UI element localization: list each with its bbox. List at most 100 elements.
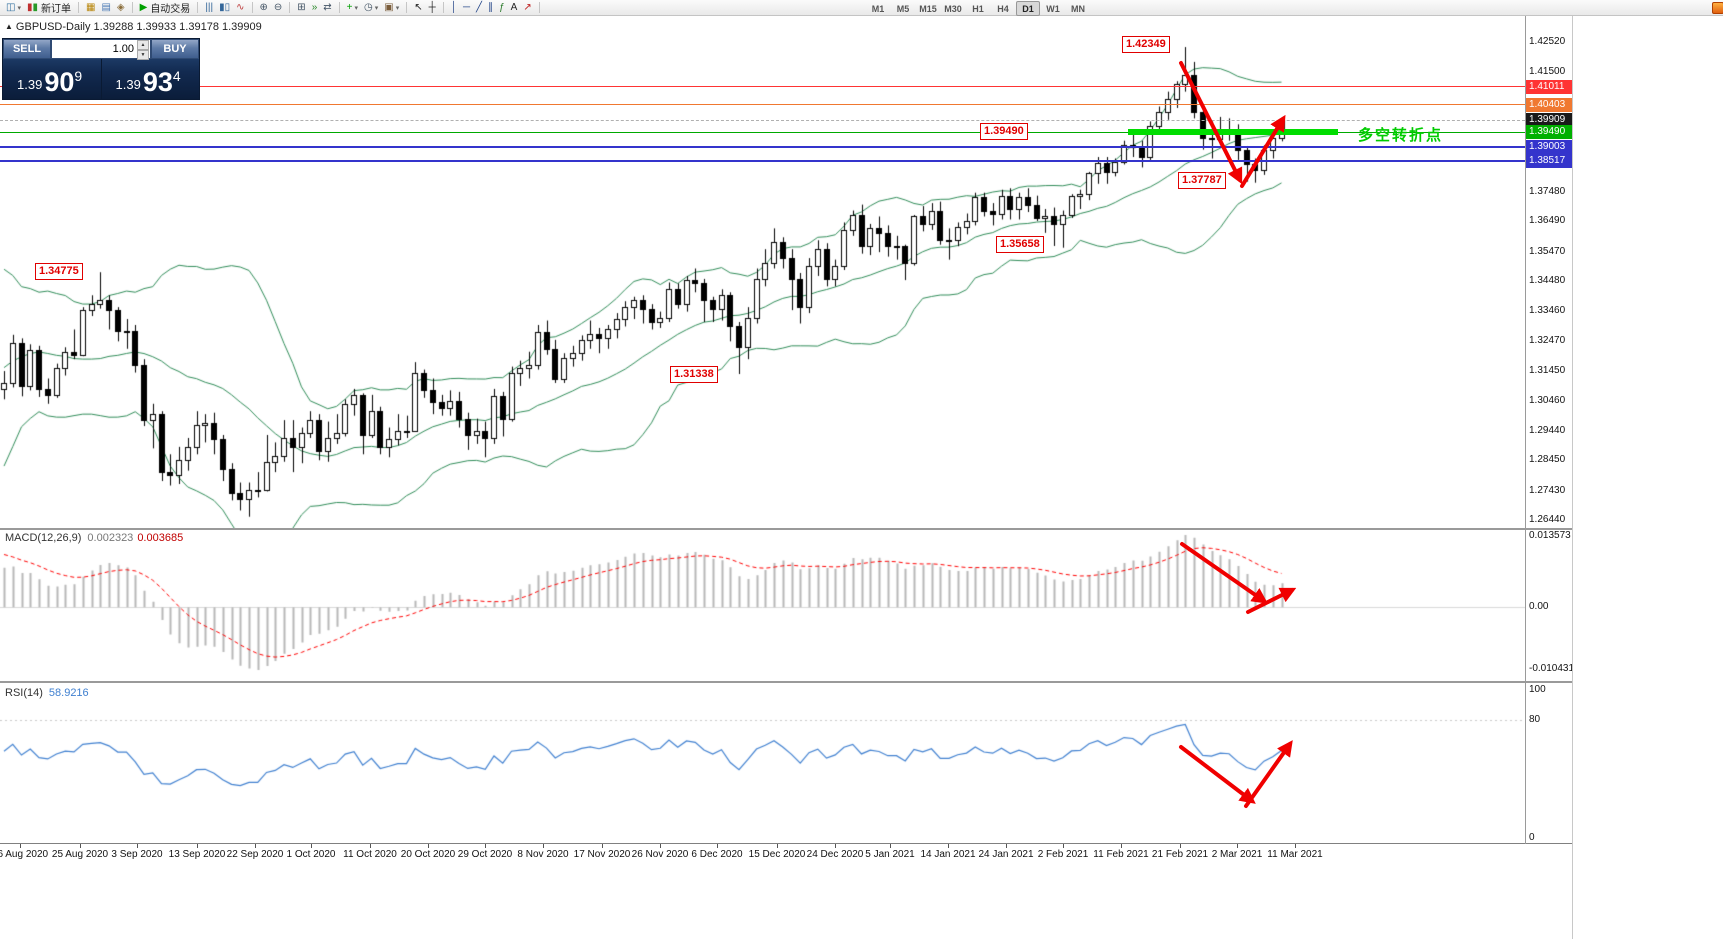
date-label: 2 Mar 2021 (1211, 849, 1263, 860)
timeframe-button-MN[interactable]: MN (1071, 3, 1085, 14)
new-order-button[interactable]: ▮▮ 新订单 (25, 1, 73, 16)
toolbar-separator (131, 2, 133, 13)
autotrading-button[interactable]: ▶ 自动交易 (138, 1, 193, 16)
main-chart-canvas[interactable] (0, 16, 1525, 528)
navigator-button[interactable]: ◈ (115, 1, 127, 14)
horizontal-line-button[interactable]: ─ (461, 1, 472, 14)
date-label: 21 Feb 2021 (1151, 849, 1209, 860)
autotrading-button-label: 自动交易 (150, 4, 191, 15)
date-label: 24 Jan 2021 (978, 849, 1034, 860)
chart-caption: ▲ GBPUSD-Daily 1.39288 1.39933 1.39178 1.… (5, 21, 262, 33)
timeframe-button-M5[interactable]: M5 (896, 3, 910, 14)
sell-button[interactable]: SELL (3, 39, 51, 59)
dropdown-arrow-icon: ▾ (17, 4, 21, 12)
timeframe-button-D1[interactable]: D1 (1016, 1, 1040, 16)
empty-right-area (1572, 16, 1723, 939)
ask-price[interactable]: 1.39 93 4 (100, 59, 200, 99)
timeframe-button-M15[interactable]: M15 (919, 3, 937, 14)
date-label: 13 Sep 2020 (168, 849, 226, 860)
pane-separator[interactable] (0, 681, 1572, 683)
zoom-in-button[interactable]: ⊕ (258, 1, 270, 14)
macd-main-value: 0.002323 (87, 532, 134, 544)
bid-price[interactable]: 1.39 90 9 (3, 59, 101, 99)
zoom-out-icon: ⊖ (273, 1, 283, 13)
toolbar-separator (197, 2, 199, 13)
data-window-icon: ▤ (101, 1, 111, 13)
equidistant-channel-icon: ∥ (488, 1, 494, 13)
date-label: 26 Nov 2020 (631, 849, 689, 860)
arrows-button[interactable]: ↗ (521, 1, 533, 14)
timeframe-button-M1[interactable]: M1 (871, 3, 885, 14)
date-label: 5 Jan 2021 (865, 849, 915, 860)
chart-shift-button[interactable]: ⇄ (321, 1, 333, 14)
chart-selector-button[interactable]: ◫ ▾ (4, 1, 23, 14)
time-tick (485, 844, 486, 848)
line-chart-button[interactable]: ∿ (234, 1, 246, 14)
auto-scroll-button[interactable]: » (310, 1, 320, 14)
text-icon: A (510, 1, 518, 13)
ask-prefix: 1.39 (115, 77, 141, 92)
chart-caption-text: GBPUSD-Daily 1.39288 1.39933 1.39178 1.3… (15, 21, 262, 33)
toolbar-overflow-icon[interactable] (1712, 2, 1723, 14)
buy-button[interactable]: BUY (151, 39, 199, 59)
bid-big-digits: 90 (44, 67, 75, 97)
horizontal-line-icon: ─ (462, 1, 471, 13)
date-label: 25 Aug 2020 (51, 849, 109, 860)
periods-button[interactable]: ◷ ▾ (362, 1, 380, 14)
chart-selector-icon: ◫ (6, 1, 16, 13)
zoom-out-button[interactable]: ⊖ (272, 1, 284, 14)
timeframe-button-W1[interactable]: W1 (1046, 3, 1060, 14)
bar-chart-button[interactable]: ||| (203, 1, 215, 14)
time-tick (197, 844, 198, 848)
vertical-line-button[interactable]: │ (449, 1, 459, 14)
periods-icon: ◷ (364, 1, 373, 13)
volume-up-button[interactable]: ▲ (137, 40, 149, 50)
timeframe-button-M30[interactable]: M30 (944, 3, 962, 14)
tile-windows-button[interactable]: ⊞ (295, 1, 307, 14)
toolbar-separator (78, 2, 79, 13)
date-label: 2 Feb 2021 (1037, 849, 1089, 860)
arrows-icon: ↗ (523, 1, 532, 13)
crosshair-button[interactable]: ┼ (427, 1, 438, 14)
volume-down-button[interactable]: ▼ (137, 50, 149, 60)
pane-separator[interactable] (0, 528, 1572, 530)
candlestick-chart-button[interactable]: ▮▯ (217, 1, 232, 14)
macd-pane-canvas[interactable] (0, 530, 1525, 681)
timeframe-button-H4[interactable]: H4 (997, 3, 1009, 14)
volume-input[interactable] (52, 42, 150, 56)
time-tick (1237, 844, 1238, 848)
axis-price-label: 1.32470 (1529, 335, 1566, 346)
templates-button[interactable]: ▣ ▾ (382, 1, 401, 14)
equidistant-channel-button[interactable]: ∥ (486, 1, 495, 14)
trendline-button[interactable]: ╱ (474, 1, 484, 14)
market-watch-icon: ▦ (86, 1, 96, 13)
templates-icon: ▣ (384, 1, 394, 13)
price-axis[interactable]: 1.42520 1.41500 1.37480 1.36490 1.35470 1.344… (1526, 16, 1572, 844)
toolbar-separator (538, 2, 540, 13)
axis-price-marker: 1.41011 (1526, 80, 1572, 94)
indicators-button[interactable]: + ▾ (345, 1, 360, 14)
fibonacci-button[interactable]: ƒ (497, 1, 507, 14)
volume-field: ▲ ▼ (51, 39, 151, 60)
time-tick (1295, 844, 1296, 848)
axis-price-marker: 1.40403 (1526, 98, 1572, 112)
toolbar-separator (338, 2, 340, 13)
chart-shift-icon: ⇄ (323, 1, 332, 13)
date-label: 22 Sep 2020 (226, 849, 284, 860)
time-tick (777, 844, 778, 848)
new-order-button-label: 新订单 (41, 4, 71, 15)
time-tick (370, 844, 371, 848)
data-window-button[interactable]: ▤ (99, 1, 112, 14)
date-label: 6 Dec 2020 (691, 849, 743, 860)
timeframe-button-H1[interactable]: H1 (972, 3, 984, 14)
rsi-pane-canvas[interactable] (0, 683, 1525, 843)
dropdown-arrow-icon: ▾ (374, 4, 379, 12)
zoom-in-icon: ⊕ (259, 1, 268, 13)
rsi-value: 58.9216 (48, 687, 89, 699)
rsi-label: RSI(14) 58.9216 (5, 687, 89, 699)
cursor-button[interactable]: ↖ (412, 1, 424, 14)
text-button[interactable]: A (509, 1, 520, 14)
market-watch-button[interactable]: ▦ (84, 1, 97, 14)
